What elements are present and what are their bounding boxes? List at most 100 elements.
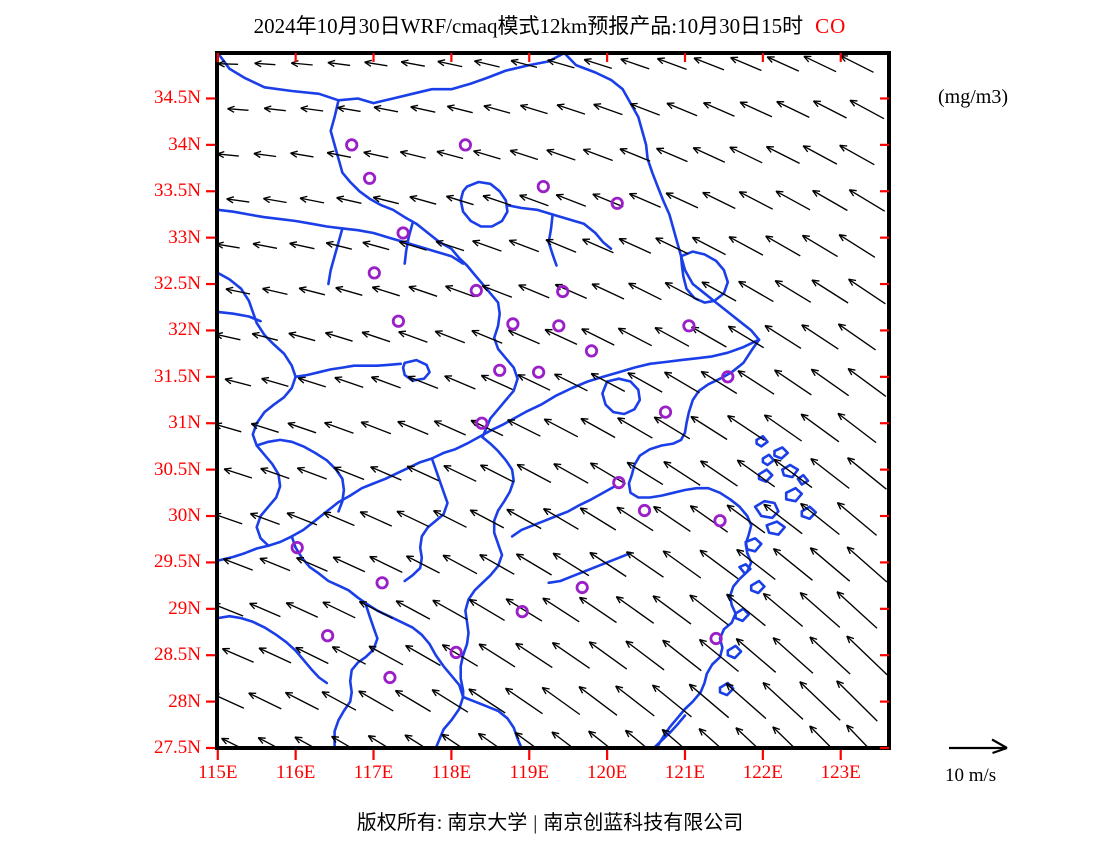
geo-polyline xyxy=(753,499,780,520)
station-marker[interactable] xyxy=(637,503,652,518)
wind-arrow-head xyxy=(812,189,821,197)
wind-arrow-shaft xyxy=(542,597,580,623)
station-marker[interactable] xyxy=(721,370,735,384)
station-marker[interactable] xyxy=(475,416,489,430)
wind-arrow-shaft xyxy=(773,548,813,581)
station-marker[interactable] xyxy=(362,171,377,185)
wind-arrow-shaft xyxy=(510,59,538,69)
station-marker[interactable] xyxy=(375,576,389,590)
wind-arrow-shaft xyxy=(251,423,279,433)
x-axis-tick-label: 115E xyxy=(198,762,238,783)
wind-arrow-head xyxy=(772,548,781,556)
wind-arrow-head xyxy=(326,150,335,158)
wind-arrow-shaft xyxy=(812,189,848,212)
station-marker[interactable] xyxy=(391,314,405,328)
wind-arrow-shaft xyxy=(368,645,404,666)
station-marker[interactable] xyxy=(658,405,673,419)
wind-arrow-head xyxy=(294,736,303,744)
wind-arrow-head xyxy=(551,642,560,650)
wind-arrow-head xyxy=(368,645,377,653)
wind-arrow-head xyxy=(478,643,487,651)
wind-arrow-shaft xyxy=(437,60,463,68)
wind-arrow-head xyxy=(432,510,442,517)
wind-arrow-shaft xyxy=(516,553,552,576)
station-marker[interactable] xyxy=(383,670,397,685)
station-marker[interactable] xyxy=(320,629,335,643)
wind-arrow-shaft xyxy=(543,508,579,530)
wind-arrow-head xyxy=(437,59,446,67)
station-marker[interactable] xyxy=(709,631,723,646)
wind-arrow-shaft xyxy=(655,237,689,255)
station-marker[interactable] xyxy=(493,363,507,377)
wind-arrow-head xyxy=(552,552,561,560)
wind-arrow-head xyxy=(479,464,488,472)
x-axis-tick-label: 123E xyxy=(820,762,861,783)
right-arrow-icon xyxy=(949,738,1008,755)
wind-arrow-head xyxy=(772,726,781,735)
station-marker[interactable] xyxy=(584,344,599,358)
station-marker[interactable] xyxy=(536,180,550,194)
station-marker[interactable] xyxy=(610,196,624,210)
wind-arrow-shaft xyxy=(444,375,476,390)
wind-arrow-shaft xyxy=(589,551,627,578)
wind-arrow-head xyxy=(772,637,781,645)
station-marker[interactable] xyxy=(531,365,546,379)
wind-arrow-shaft xyxy=(579,507,617,531)
wind-arrow-head xyxy=(542,508,551,516)
wind-arrow-shaft xyxy=(358,690,394,712)
wind-arrow-head xyxy=(618,238,627,245)
station-marker[interactable] xyxy=(682,319,696,333)
geo-polyline xyxy=(773,446,790,460)
wind-arrow-head xyxy=(845,724,854,733)
wind-arrow-head xyxy=(730,56,739,64)
station-marker[interactable] xyxy=(449,645,463,660)
wind-arrow-shaft xyxy=(764,325,802,349)
wind-arrow-shaft xyxy=(803,55,837,73)
wind-arrow-shaft xyxy=(407,375,439,390)
station-marker[interactable] xyxy=(506,317,520,331)
station-marker[interactable] xyxy=(515,604,529,619)
station-marker[interactable] xyxy=(345,138,359,152)
wind-arrow-shaft xyxy=(518,284,550,299)
wind-arrow-head xyxy=(333,466,342,474)
wind-arrow-head xyxy=(663,461,672,469)
wind-arrow-head xyxy=(849,99,858,107)
wind-arrow-shaft xyxy=(738,280,774,303)
wind-arrow-shaft xyxy=(406,555,440,574)
station-marker[interactable] xyxy=(556,284,570,299)
chart-title: 2024年10月30日WRF/cmaq模式12km预报产品:10月30日15时 C… xyxy=(0,10,1100,40)
wind-arrow-head xyxy=(589,462,598,470)
wind-arrow-head xyxy=(812,100,821,108)
geo-polyline xyxy=(217,338,761,562)
station-marker[interactable] xyxy=(290,540,304,555)
wind-arrow-shaft xyxy=(395,689,431,713)
wind-arrow-shaft xyxy=(516,463,552,484)
station-marker[interactable] xyxy=(612,475,626,490)
wind-arrow-shaft xyxy=(582,238,614,254)
wind-arrow-head xyxy=(546,148,555,156)
wind-arrow-head xyxy=(701,281,710,289)
wind-arrow-shaft xyxy=(217,153,239,157)
wind-arrow-shaft xyxy=(555,194,587,207)
wind-arrow-shaft xyxy=(773,458,813,489)
station-marker[interactable] xyxy=(713,514,727,528)
wind-arrow-head xyxy=(296,557,305,564)
station-marker[interactable] xyxy=(469,283,483,298)
wind-arrow-head xyxy=(481,284,490,292)
wind-arrow-head xyxy=(738,280,747,288)
station-marker[interactable] xyxy=(396,226,410,240)
wind-arrow-head xyxy=(727,415,736,423)
wind-arrow-shaft xyxy=(335,287,363,296)
wind-arrow-shaft xyxy=(579,596,617,624)
wind-arrow-shaft xyxy=(765,235,801,257)
wind-arrow-head xyxy=(325,240,334,248)
station-marker[interactable] xyxy=(575,580,589,595)
station-marker[interactable] xyxy=(367,266,381,280)
station-marker[interactable] xyxy=(458,138,472,152)
wind-arrow-shaft xyxy=(772,637,814,674)
wind-arrow-shaft xyxy=(399,241,427,251)
wind-arrow-shaft xyxy=(552,552,590,577)
wind-arrow-shaft xyxy=(699,638,739,673)
station-marker[interactable] xyxy=(552,319,566,333)
wind-arrow-shaft xyxy=(799,592,841,628)
